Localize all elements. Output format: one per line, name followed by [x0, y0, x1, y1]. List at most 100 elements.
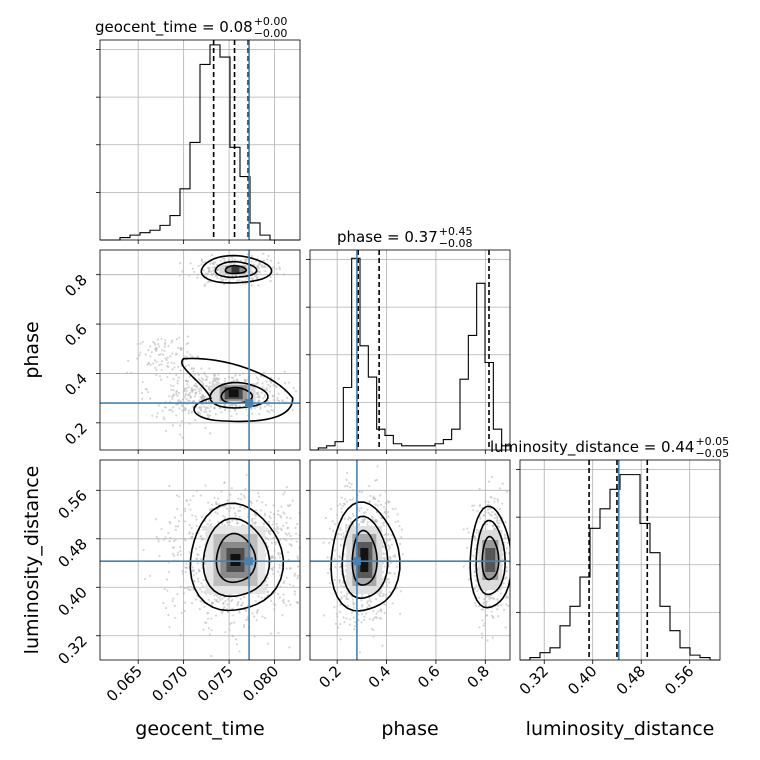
sample-point	[216, 497, 220, 500]
sample-point	[189, 499, 192, 502]
sample-point	[184, 394, 187, 397]
sample-point	[372, 609, 375, 613]
sample-point	[271, 556, 274, 559]
sample-point	[258, 395, 261, 398]
sample-point	[264, 265, 267, 268]
sample-point	[175, 338, 178, 341]
sample-point	[345, 500, 349, 503]
sample-point	[154, 366, 157, 369]
sample-point	[291, 408, 294, 411]
sample-point	[186, 566, 189, 569]
sample-point	[488, 596, 491, 599]
sample-point	[165, 358, 168, 362]
sample-point	[228, 521, 231, 524]
sample-point	[333, 523, 336, 526]
sample-point	[175, 389, 178, 393]
sample-point	[168, 484, 171, 487]
sample-point	[194, 419, 197, 422]
sample-point	[361, 613, 364, 616]
sample-point	[479, 517, 482, 520]
density-cell	[228, 389, 239, 398]
sample-point	[389, 558, 392, 561]
sample-point	[391, 602, 394, 605]
sample-point	[360, 490, 363, 493]
sample-point	[193, 270, 196, 274]
sample-point	[180, 611, 183, 615]
sample-point	[278, 266, 281, 269]
sample-point	[381, 562, 385, 565]
hist-panel-luminosity_distance: luminosity_distance = 0.44 +0.05−0.05	[490, 435, 729, 664]
sample-point	[199, 599, 202, 602]
sample-point	[157, 540, 160, 543]
sample-point	[154, 348, 158, 351]
sample-point	[210, 270, 213, 273]
sample-point	[201, 382, 205, 386]
sample-point	[275, 530, 278, 533]
sample-point	[200, 389, 203, 392]
sample-point	[290, 538, 293, 541]
sample-point	[275, 522, 278, 526]
sample-point	[161, 360, 164, 363]
sample-point	[240, 498, 243, 501]
sample-point	[234, 408, 237, 411]
sample-point	[343, 621, 346, 624]
sample-point	[234, 514, 237, 517]
sample-point	[343, 517, 346, 520]
sample-point	[363, 615, 366, 618]
sample-point	[481, 619, 484, 622]
sample-point	[269, 275, 272, 279]
sample-point	[210, 617, 213, 620]
sample-point	[267, 254, 270, 258]
sample-point	[400, 528, 403, 531]
sample-point	[223, 283, 226, 286]
title-value: geocent_time = 0.08	[95, 18, 253, 37]
sample-point	[265, 380, 268, 383]
sample-point	[190, 367, 193, 370]
sample-point	[191, 267, 195, 270]
sample-point	[352, 627, 356, 631]
sample-point	[226, 521, 229, 524]
sample-point	[333, 606, 336, 609]
sample-point	[243, 507, 246, 510]
sample-point	[269, 529, 272, 533]
sample-point	[282, 524, 285, 527]
sample-point	[233, 621, 236, 624]
sample-point	[366, 600, 369, 603]
sample-point	[193, 384, 196, 387]
sample-point	[286, 527, 289, 530]
sample-point	[209, 432, 212, 435]
sample-point	[287, 504, 291, 508]
sample-point	[195, 572, 198, 575]
x-tick-label-geocent_time: 0.080	[239, 662, 282, 705]
sample-point	[250, 260, 254, 263]
sample-point	[278, 596, 282, 599]
sample-point	[389, 556, 392, 560]
sample-point	[152, 340, 155, 344]
sample-point	[301, 555, 303, 557]
sample-point	[207, 501, 210, 504]
sample-point	[244, 408, 248, 411]
sample-point	[275, 528, 278, 531]
sample-point	[208, 269, 211, 273]
sample-point	[283, 491, 286, 494]
sample-point	[291, 499, 294, 502]
sample-point	[369, 600, 373, 604]
sample-point	[163, 587, 166, 591]
sample-point	[176, 593, 179, 596]
sample-point	[127, 359, 130, 362]
sample-point	[164, 339, 167, 342]
sample-point	[329, 507, 332, 511]
sample-point	[345, 595, 348, 599]
title-minus-error: −0.08	[439, 237, 473, 250]
sample-point	[364, 511, 367, 514]
sample-point	[292, 584, 295, 587]
sample-point	[186, 351, 189, 354]
sample-point	[377, 500, 380, 503]
sample-point	[504, 521, 507, 524]
sample-point	[183, 389, 186, 392]
sample-point	[478, 626, 481, 629]
sample-point	[277, 631, 280, 634]
sample-point	[203, 405, 206, 408]
sample-point	[200, 367, 203, 370]
sample-point	[152, 362, 155, 365]
